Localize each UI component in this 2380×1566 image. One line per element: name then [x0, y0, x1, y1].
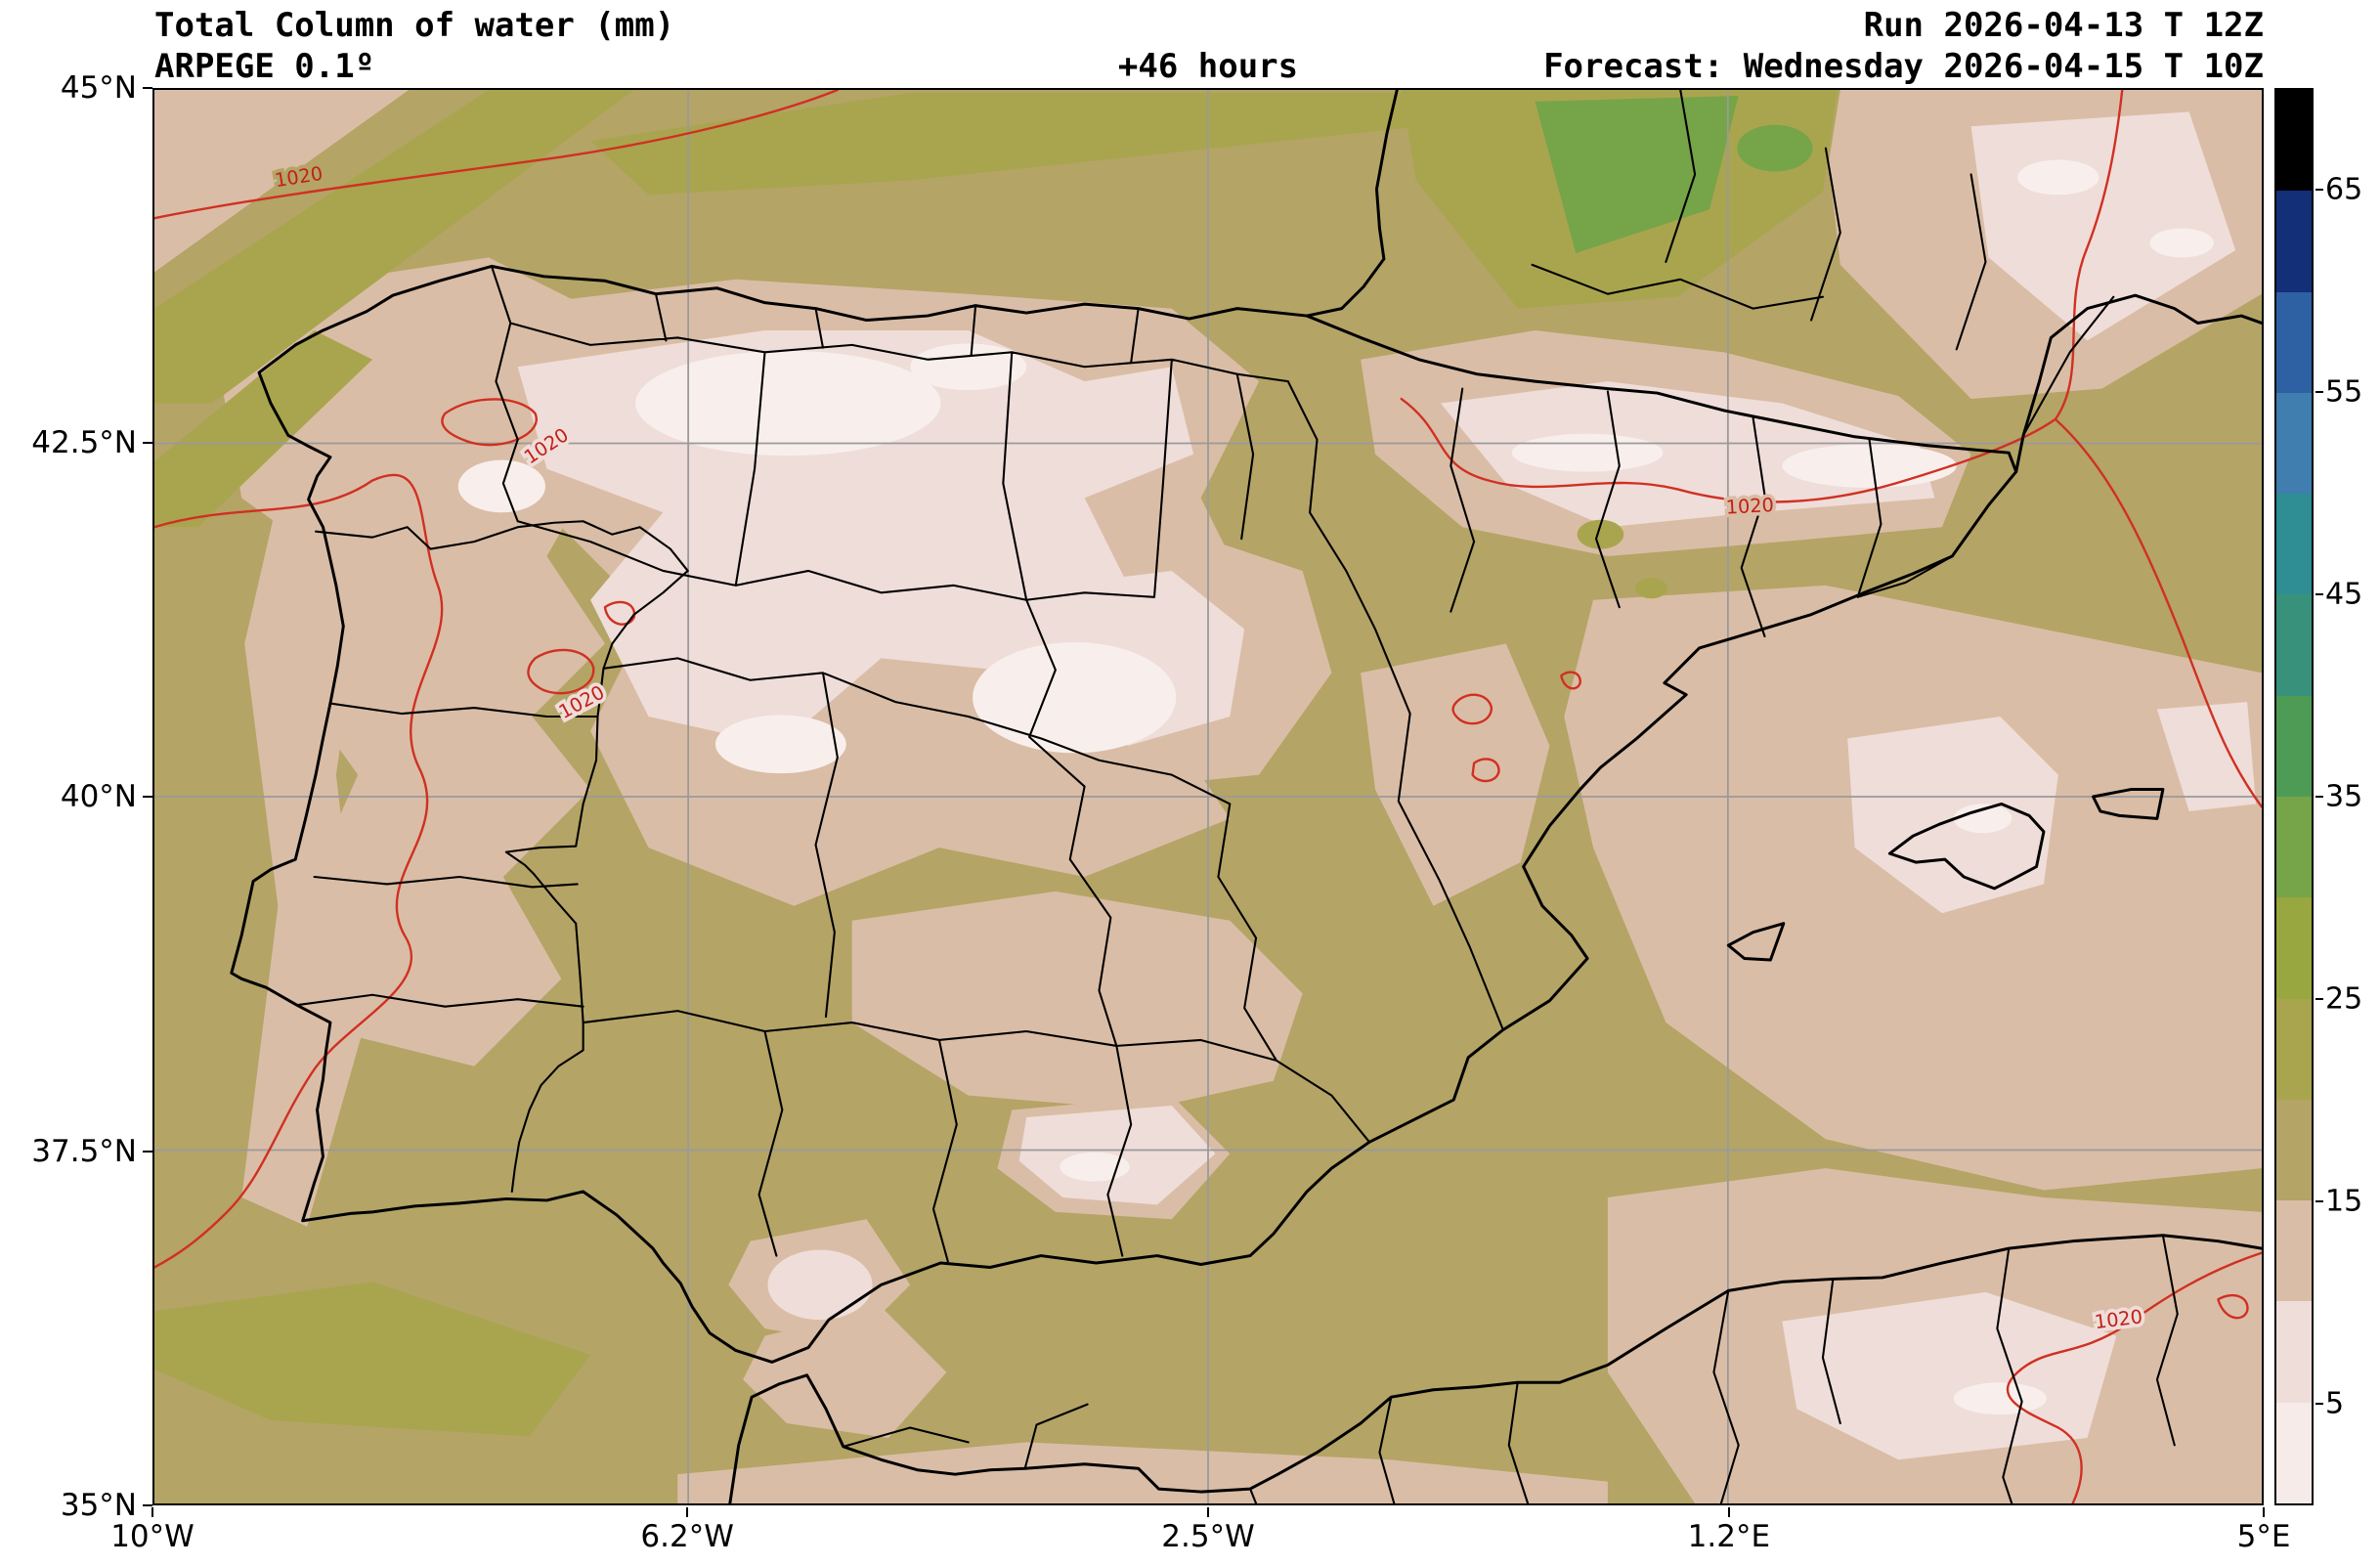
menorca-coastline — [2092, 788, 2165, 820]
colorbar-tick-mark — [2315, 1403, 2323, 1406]
y-tick-label: 40°N — [60, 779, 137, 814]
colorbar-tick-label: 55 — [2325, 374, 2363, 410]
colorbar-segment — [2276, 90, 2312, 192]
colorbar-segments — [2276, 90, 2312, 1503]
colorbar-tick-label: 5 — [2325, 1386, 2345, 1421]
colorbar-tick-label: 25 — [2325, 981, 2363, 1017]
x-tick-label: 1.2°E — [1687, 1519, 1771, 1554]
colorbar — [2274, 88, 2314, 1505]
run-label: Run 2026-04-13 T 12Z — [1863, 6, 2264, 45]
forecast-valid-label: Forecast: Wednesday 2026-04-15 T 10Z — [1543, 47, 2264, 86]
y-axis: 45°N 42.5°N 40°N 37.5°N 35°N — [0, 70, 152, 1523]
colorbar-segment — [2276, 494, 2312, 595]
x-tick-mark — [1207, 1507, 1209, 1517]
colorbar-tick-mark — [2315, 592, 2323, 595]
colorbar-segment — [2276, 796, 2312, 898]
y-tick-mark — [143, 796, 152, 798]
x-tick-label: 6.2°W — [640, 1519, 734, 1554]
colorbar-tick-mark — [2315, 998, 2323, 1001]
fill-field — [154, 90, 2262, 1503]
x-tick-label: 5°E — [2236, 1519, 2291, 1554]
colorbar-segment — [2276, 392, 2312, 495]
colorbar-tick-mark — [2315, 188, 2323, 191]
colorbar-tick-label: 15 — [2325, 1184, 2363, 1219]
x-tick-mark — [686, 1507, 689, 1517]
colorbar-segment — [2276, 897, 2312, 999]
france-med-coast — [2014, 293, 2262, 474]
spain-province-borders — [490, 265, 1954, 1263]
x-tick-mark — [2263, 1507, 2265, 1517]
iberia-coastline — [230, 264, 2018, 1364]
colorbar-segment — [2276, 695, 2312, 797]
colorbar-tick-label: 35 — [2325, 779, 2363, 814]
france-atlantic-coast — [1305, 90, 1399, 318]
isobar-label: 1020 — [1725, 494, 1774, 519]
coastlines — [230, 90, 2262, 1503]
y-tick-mark — [143, 1504, 152, 1506]
colorbar-segment — [2276, 998, 2312, 1100]
colorbar-labels: 65 55 45 35 25 15 5 — [2315, 88, 2380, 1505]
region-borders — [295, 90, 2179, 1503]
africa-borders — [842, 1234, 2179, 1503]
africa-coastline — [728, 1234, 2262, 1503]
map-plot: 1020 1020 1020 1020 1020 — [152, 88, 2264, 1505]
y-tick-label: 42.5°N — [31, 424, 137, 460]
colorbar-tick-label: 45 — [2325, 577, 2363, 612]
colorbar-tick-mark — [2315, 390, 2323, 393]
portugal-district-borders — [295, 702, 599, 1008]
isobar-contours — [154, 90, 2262, 1503]
colorbar-segment — [2276, 291, 2312, 393]
x-axis: 10°W 6.2°W 2.5°W 1.2°E 5°E — [110, 1507, 2290, 1564]
colorbar-tick-mark — [2315, 1200, 2323, 1203]
y-tick-label: 37.5°N — [31, 1133, 137, 1169]
balearic-islands — [1726, 788, 2165, 962]
france-region-borders — [1531, 90, 2115, 437]
y-tick-mark — [143, 87, 152, 89]
y-tick-mark — [143, 441, 152, 444]
y-tick-label: 35°N — [60, 1488, 137, 1523]
x-tick-label: 2.5°W — [1161, 1519, 1255, 1554]
colorbar-segment — [2276, 1402, 2312, 1503]
lead-time-label: +46 hours — [1117, 47, 1299, 86]
ibiza-coastline — [1726, 922, 1786, 962]
colorbar-segment — [2276, 191, 2312, 292]
model-label: ARPEGE 0.1º — [154, 47, 375, 86]
colorbar-segment — [2276, 1099, 2312, 1201]
y-tick-label: 45°N — [60, 70, 137, 106]
x-tick-mark — [151, 1507, 153, 1517]
colorbar-segment — [2276, 1200, 2312, 1302]
colorbar-tick-label: 65 — [2325, 172, 2363, 207]
colorbar-segment — [2276, 1301, 2312, 1403]
y-tick-mark — [143, 1150, 152, 1153]
x-tick-label: 10°W — [110, 1519, 195, 1554]
colorbar-tick-mark — [2315, 796, 2323, 798]
portugal-spain-border — [315, 520, 689, 1194]
mallorca-coastline — [1887, 802, 2046, 891]
colorbar-segment — [2276, 594, 2312, 696]
page-title: Total Column of water (mm) — [154, 6, 675, 45]
x-tick-mark — [1727, 1507, 1730, 1517]
